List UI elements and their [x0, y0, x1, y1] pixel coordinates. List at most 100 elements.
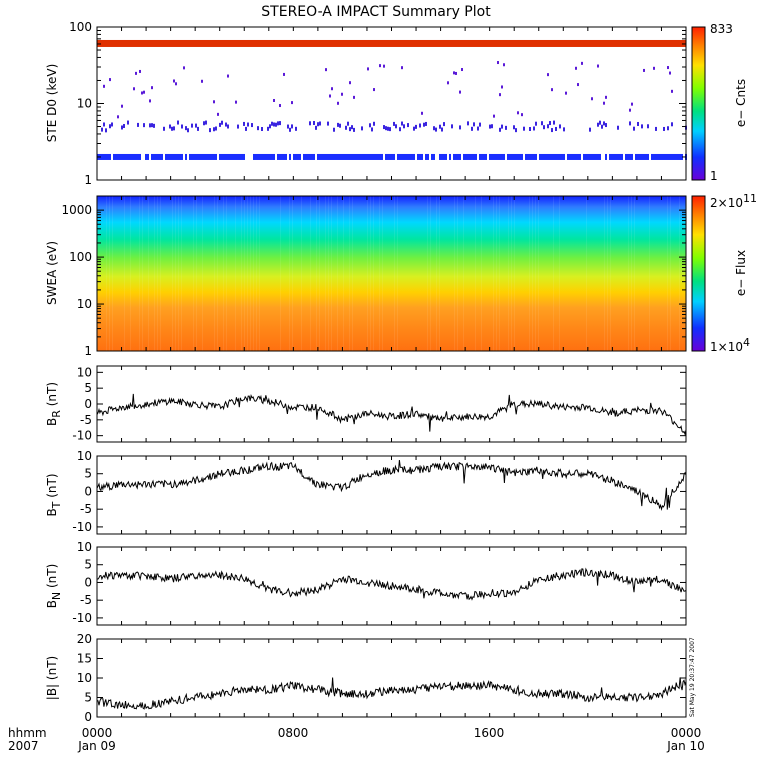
swea-streaks — [97, 196, 686, 351]
ste-band-low-bin — [473, 153, 475, 160]
swea-streak — [454, 196, 455, 351]
ste-band-low-bin — [545, 153, 547, 160]
ste-band-mid-bin — [617, 125, 619, 130]
swea-streak — [529, 196, 530, 351]
br-ylabel-sub: R — [50, 410, 63, 418]
ste-band-low-bin — [151, 153, 153, 160]
ste-band-mid-bin — [163, 126, 165, 131]
ste-scatter-bin — [367, 67, 369, 71]
y-tick-label: 10 — [77, 365, 92, 379]
swea-streak — [649, 196, 650, 351]
ste-scatter-bin — [667, 66, 669, 70]
swea-streak — [247, 196, 248, 351]
ste-band-mid-bin — [389, 127, 391, 132]
y-tick-label: 0 — [84, 710, 92, 724]
ste-band-low-bin — [199, 153, 201, 160]
bn-frame — [96, 546, 687, 626]
ste-band-low-bin — [269, 153, 271, 160]
ste-band-mid-bin — [515, 128, 517, 133]
swea-streak — [379, 196, 380, 351]
ste-band-low-bin — [529, 153, 531, 160]
swea-streak — [253, 196, 254, 351]
bt-panel: -10 -5 0 5 10 BT (nT) — [45, 449, 687, 535]
ste-band-low-bin — [557, 153, 559, 160]
ste-band-mid-bin — [273, 122, 275, 127]
y-tick-label: 10 — [77, 540, 92, 554]
swea-colorbar-min-exponent: 4 — [743, 336, 750, 349]
ste-band-mid-bin — [589, 127, 591, 132]
ste-band-mid-bin — [383, 125, 385, 130]
ste-scatter-bin — [581, 61, 583, 65]
swea-streak — [463, 196, 464, 351]
ste-band-low-bin — [339, 153, 341, 160]
ste-band-mid-bin — [319, 121, 321, 126]
ste-band-low-bin — [259, 153, 261, 160]
swea-streak — [331, 196, 332, 351]
ste-band-low-bin — [619, 153, 621, 160]
ste-scatter-bin — [273, 98, 275, 102]
ste-band-low-bin — [175, 153, 177, 160]
ste-band-low-bin — [391, 153, 393, 160]
ste-band-mid-bin — [369, 123, 371, 128]
y-tick-label: 15 — [77, 652, 92, 666]
bt-series-line — [96, 459, 687, 512]
bn-ylabel-unit: (nT) — [45, 564, 59, 592]
ste-band-mid-bin — [185, 126, 187, 131]
swea-streak — [610, 196, 611, 351]
swea-streak — [511, 196, 512, 351]
ste-band-mid-bin — [459, 125, 461, 130]
ste-band-low-bin — [579, 153, 581, 160]
ste-scatter-bin — [353, 95, 355, 99]
ste-band-mid-bin — [219, 122, 221, 127]
ste-band-mid-bin — [351, 125, 353, 130]
swea-streak — [244, 196, 245, 351]
ste-band-low-bin — [133, 153, 135, 160]
ste-band-low-bin — [375, 153, 377, 160]
ste-scatter-bin — [565, 91, 567, 95]
ste-band-low-bin — [311, 153, 313, 160]
ste-band-low-bin — [331, 153, 333, 160]
ste-scatter-bin — [629, 108, 631, 112]
ste-band-low-bin — [547, 153, 549, 160]
y-tick-label: -10 — [72, 520, 92, 534]
ste-scatter-bin — [575, 66, 577, 70]
ste-scatter-bin — [521, 113, 523, 117]
ste-band-low-bin — [125, 153, 127, 160]
swea-streak — [223, 196, 224, 351]
swea-streak — [343, 196, 344, 351]
ste-band-low-bin — [337, 153, 339, 160]
ste-band-low-bin — [421, 153, 423, 160]
ste-scatter-bin — [337, 101, 339, 105]
ste-scatter-bin — [517, 111, 519, 115]
ste-band-mid-bin — [551, 128, 553, 133]
ste-band-mid-bin — [647, 124, 649, 129]
y-tick-label: 0 — [84, 575, 92, 589]
swea-streak — [436, 196, 437, 351]
bt-ylabel-sub: T — [50, 501, 63, 509]
ste-band-low-bin — [237, 153, 239, 160]
ste-band-low-bin — [393, 153, 395, 160]
ste-band-mid-bin — [181, 124, 183, 129]
ste-band-low-bin — [509, 153, 511, 160]
ste-band-low-bin — [561, 153, 563, 160]
ste-scatter-bin — [373, 88, 375, 92]
ste-band-low-bin — [363, 153, 365, 160]
ste-band-mid-bin — [287, 124, 289, 129]
ste-band-low-bin — [413, 153, 415, 160]
swea-streak — [514, 196, 515, 351]
ste-band-mid-bin — [489, 124, 491, 129]
swea-streak — [631, 196, 632, 351]
ste-scatter-bin — [291, 101, 293, 105]
swea-streak — [553, 196, 554, 351]
ste-band-low-bin — [657, 153, 659, 160]
bmag-series-line — [96, 677, 687, 710]
swea-y-axis: 1 10 100 1000 — [61, 203, 686, 358]
ste-band-low-bin — [193, 153, 195, 160]
ste-band-low-bin — [329, 153, 331, 160]
swea-streak — [457, 196, 458, 351]
swea-streak — [535, 196, 536, 351]
ste-scatter-bin — [383, 64, 385, 68]
ste-band-low-bin — [105, 153, 107, 160]
ste-band-mid-bin — [543, 125, 545, 130]
ste-band-mid-bin — [277, 121, 279, 126]
